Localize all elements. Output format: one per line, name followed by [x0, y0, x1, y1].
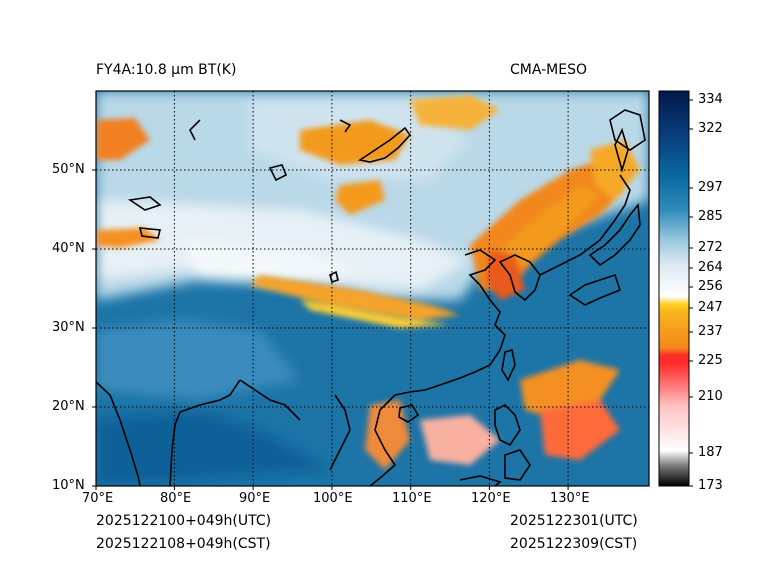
- lon-label-130: 130°E: [550, 491, 590, 506]
- lat-label-40: 40°N: [52, 241, 85, 256]
- cb-label-256: 256: [698, 279, 723, 294]
- cb-label-297: 297: [698, 180, 723, 195]
- graticule: [96, 91, 649, 486]
- map-title: FY4A:10.8 µm BT(K): [96, 62, 237, 78]
- map-frame: [95, 90, 650, 487]
- lon-label-80: 80°E: [160, 491, 192, 506]
- lat-label-10: 10°N: [52, 478, 85, 493]
- cb-label-247: 247: [698, 300, 723, 315]
- satellite-image: [96, 91, 649, 486]
- lon-label-120: 120°E: [471, 491, 511, 506]
- init-time-cst: 2025122108+049h(CST): [96, 536, 271, 552]
- cb-label-173: 173: [698, 478, 723, 493]
- coastlines: [96, 109, 646, 486]
- cb-label-334: 334: [698, 92, 723, 107]
- lon-label-110: 110°E: [392, 491, 432, 506]
- cb-label-272: 272: [698, 240, 723, 255]
- cb-label-187: 187: [698, 445, 723, 460]
- cb-label-285: 285: [698, 209, 723, 224]
- valid-time-cst: 2025122309(CST): [510, 536, 638, 552]
- cb-label-264: 264: [698, 260, 723, 275]
- axis-ticks: [92, 169, 569, 490]
- colorbar: [659, 91, 689, 486]
- colorbar-ticks: [689, 99, 693, 487]
- lon-label-90: 90°E: [239, 491, 271, 506]
- lat-label-50: 50°N: [52, 162, 85, 177]
- lat-label-30: 30°N: [52, 320, 85, 335]
- valid-time-utc: 2025122301(UTC): [510, 513, 638, 529]
- lat-label-20: 20°N: [52, 399, 85, 414]
- cb-label-322: 322: [698, 121, 723, 136]
- cb-label-210: 210: [698, 389, 723, 404]
- lon-label-70: 70°E: [82, 491, 114, 506]
- model-title: CMA-MESO: [510, 62, 588, 78]
- cb-label-225: 225: [698, 353, 723, 368]
- lon-label-100: 100°E: [313, 491, 353, 506]
- init-time-utc: 2025122100+049h(UTC): [96, 513, 272, 529]
- cb-label-237: 237: [698, 324, 723, 339]
